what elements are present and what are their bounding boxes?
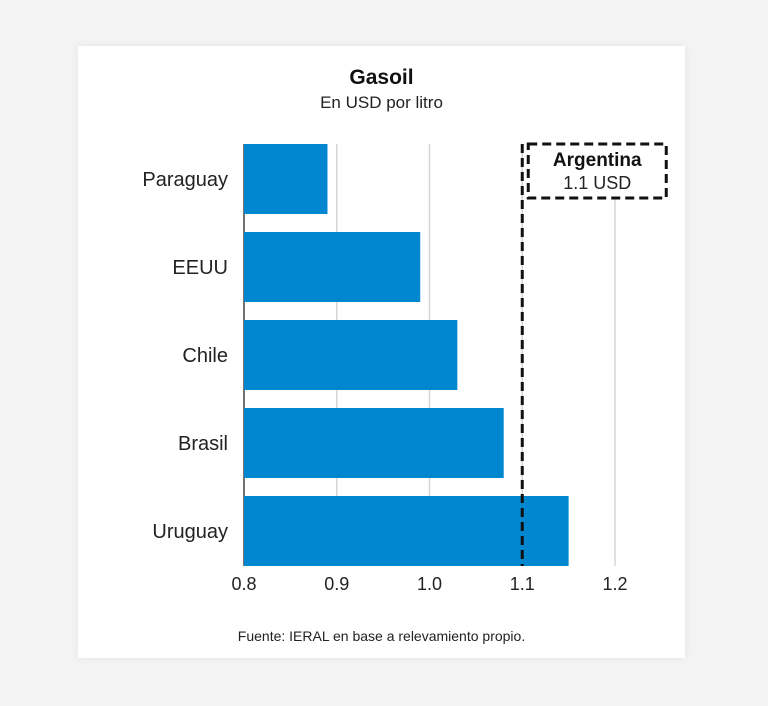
argentina-annotation-box <box>526 142 668 200</box>
x-axis-ticks: 0.8 0.9 1.0 1.1 1.2 <box>231 574 627 594</box>
x-tick-label-0-8: 0.8 <box>231 574 256 594</box>
argentina-annotation-value: 1.1 USD <box>563 173 631 193</box>
chart-source: Fuente: IERAL en base a relevamiento pro… <box>237 628 526 644</box>
chart-card: Gasoil En USD por litro Paraguay EEUU Chil… <box>78 46 685 658</box>
bar-eeuu <box>244 232 421 302</box>
bar-paraguay <box>244 144 328 214</box>
bar-chile <box>244 320 458 390</box>
x-tick-label-0-9: 0.9 <box>324 574 349 594</box>
category-label-paraguay: Paraguay <box>142 169 228 191</box>
bars <box>244 144 569 566</box>
chart-subtitle: En USD por litro <box>320 93 443 112</box>
reference-annotation: Argentina 1.1 USD <box>520 142 668 566</box>
category-label-brasil: Brasil <box>178 433 228 455</box>
chart-title: Gasoil <box>349 66 414 89</box>
x-tick-label-1-1: 1.1 <box>510 574 535 594</box>
x-tick-label-1-0: 1.0 <box>417 574 442 594</box>
category-labels: Paraguay EEUU Chile Brasil Uruguay <box>142 169 228 543</box>
category-label-chile: Chile <box>182 345 228 367</box>
bar-brasil <box>244 408 504 478</box>
bar-uruguay <box>244 496 569 566</box>
category-label-uruguay: Uruguay <box>152 521 228 543</box>
x-tick-label-1-2: 1.2 <box>602 574 627 594</box>
category-label-eeuu: EEUU <box>172 257 228 279</box>
bar-chart: Paraguay EEUU Chile Brasil Uruguay 0.8 0.9 1.0… <box>142 142 668 594</box>
argentina-annotation-label: Argentina <box>553 150 642 171</box>
